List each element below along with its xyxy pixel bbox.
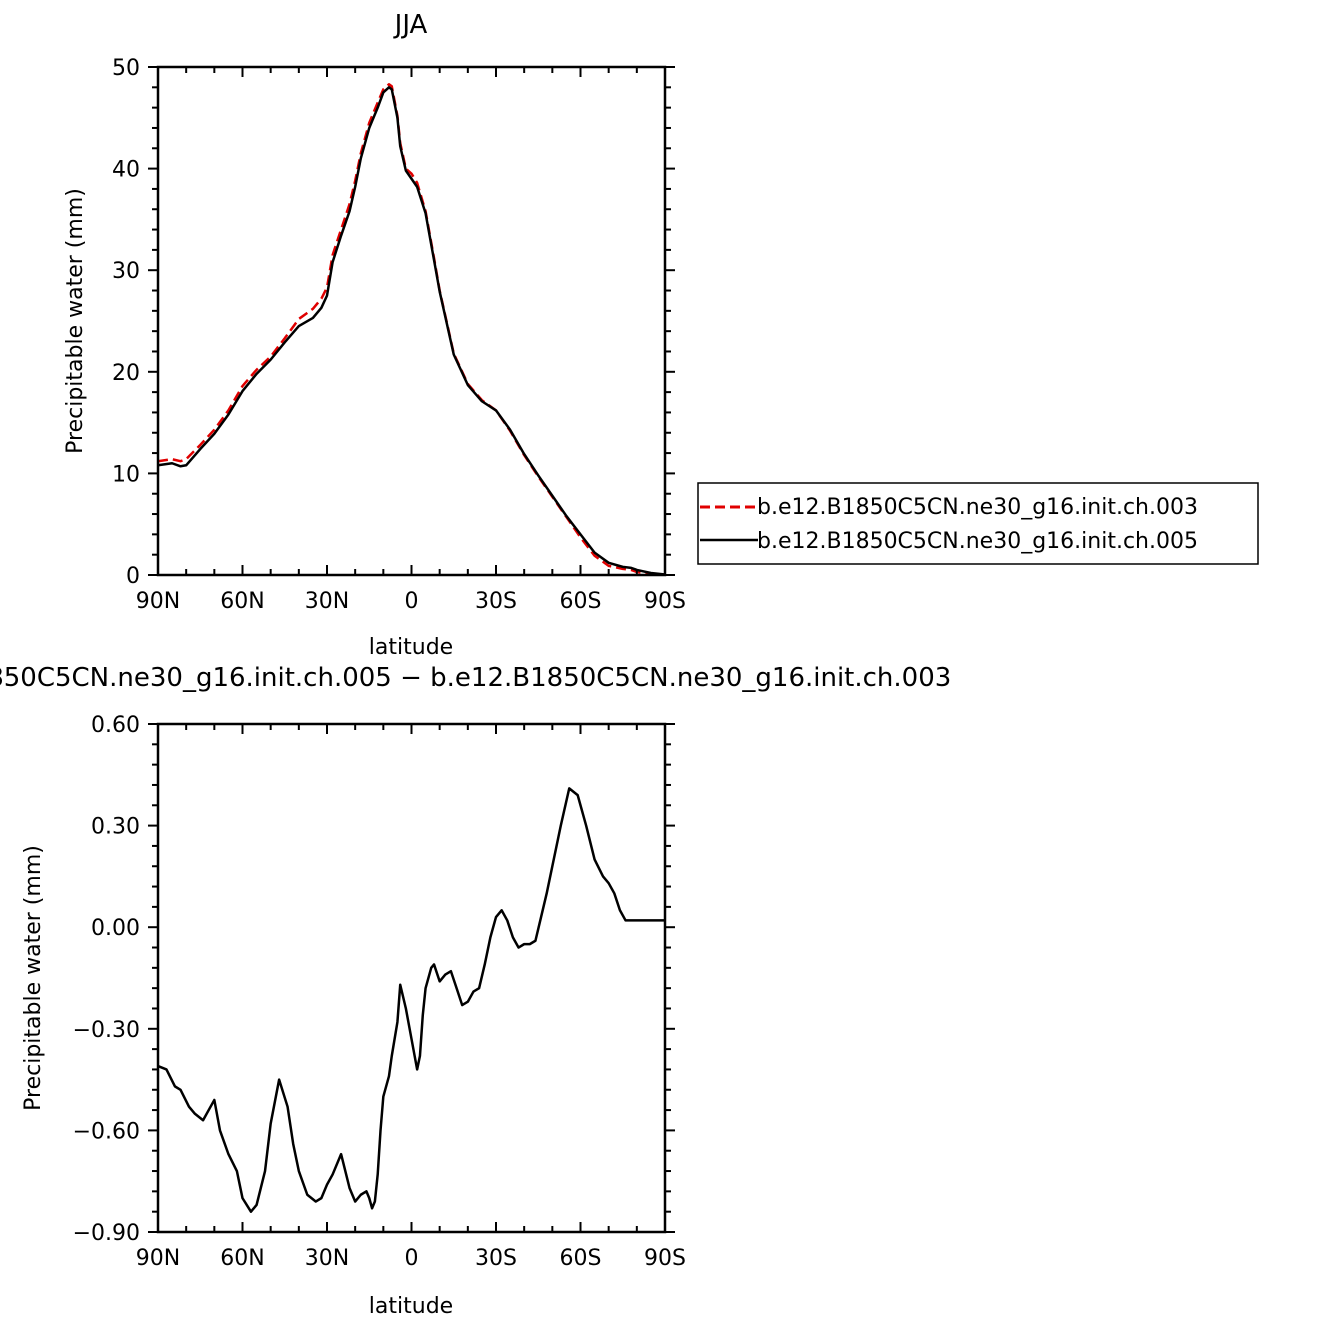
bot-x-tick-label: 90N	[136, 1246, 180, 1271]
bot-x-tick-label: 60S	[560, 1246, 602, 1271]
top-series-group	[157, 83, 666, 576]
bot-x-tick-label: 90S	[644, 1246, 686, 1271]
top-x-tick-label: 0	[405, 589, 419, 614]
bot-y-tick-label: 0.60	[91, 713, 140, 738]
bot-series-line-0	[157, 787, 665, 1213]
bot-y-tick-label: −0.30	[73, 1018, 140, 1043]
legend-box	[697, 482, 1259, 565]
top-y-axis-label: Precipitable water (mm)	[63, 188, 88, 454]
bottom-y-axis-label: Precipitable water (mm)	[21, 845, 46, 1111]
bot-y-tick-label: −0.90	[73, 1221, 140, 1246]
top-line-chart: JJA 90N 60N 30N 0 30S 60S 90S 0 10 20 30 40 50 Preci…	[63, 10, 686, 660]
top-y-tick-label: 10	[112, 462, 140, 487]
top-y-tick-label: 0	[126, 564, 140, 589]
top-x-tick-label: 90S	[644, 589, 686, 614]
top-x-tick-label: 60N	[220, 589, 264, 614]
top-series-line-1	[157, 86, 666, 576]
bottom-difference-chart: b.e12.B1850C5CN.ne30_g16.init.ch.005 − b…	[0, 663, 951, 1319]
top-x-tick-label: 90N	[136, 589, 180, 614]
bot-y-tick-label: −0.60	[73, 1119, 140, 1144]
legend: b.e12.B1850C5CN.ne30_g16.init.ch.003 b.e…	[697, 482, 1259, 565]
bot-x-tick-label: 0	[405, 1246, 419, 1271]
bottom-x-axis-label: latitude	[369, 1294, 453, 1319]
top-x-tick-label: 30N	[305, 589, 349, 614]
top-y-tick-label: 20	[112, 361, 140, 386]
bottom-chart-title: b.e12.B1850C5CN.ne30_g16.init.ch.005 − b…	[0, 663, 951, 693]
bot-plot-frame	[156, 722, 667, 1234]
top-x-tick-label: 30S	[475, 589, 517, 614]
top-y-tick-label: 40	[112, 158, 140, 183]
bot-y-tick-label: 0.00	[91, 916, 140, 941]
legend-label-series-005: b.e12.B1850C5CN.ne30_g16.init.ch.005	[757, 529, 1198, 554]
bot-x-tick-label: 60N	[220, 1246, 264, 1271]
bot-x-tick-label: 30S	[475, 1246, 517, 1271]
top-series-line-0	[157, 83, 666, 576]
top-chart-title: JJA	[393, 10, 428, 40]
top-x-axis-label: latitude	[369, 635, 453, 660]
bottom-series-group	[157, 787, 665, 1213]
top-y-tick-label: 30	[112, 259, 140, 284]
legend-label-series-003: b.e12.B1850C5CN.ne30_g16.init.ch.003	[757, 495, 1198, 520]
bot-x-tick-label: 30N	[305, 1246, 349, 1271]
top-plot-frame	[156, 65, 667, 577]
top-y-tick-label: 50	[112, 56, 140, 81]
bot-y-tick-label: 0.30	[91, 815, 140, 840]
top-x-tick-label: 60S	[560, 589, 602, 614]
